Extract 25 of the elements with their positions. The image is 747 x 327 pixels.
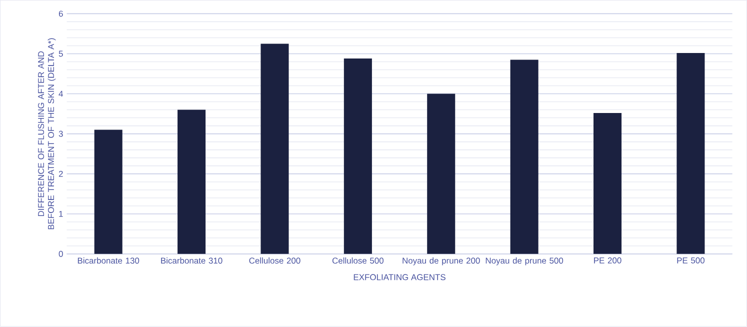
y-axis-title: DIFFERENCE OF FLUSHING AFTER AND BEFORE TREATMENT OF THE SKIN (DELTA A*) bbox=[38, 38, 56, 230]
y-tick-label: 3 bbox=[58, 130, 63, 137]
x-tick-label: Bicarbonate 310 bbox=[161, 258, 222, 264]
x-axis-title: EXFOLIATING AGENTS bbox=[354, 274, 446, 280]
bar bbox=[94, 130, 122, 254]
bar bbox=[260, 44, 289, 254]
x-tick-label: Noyau de prune 500 bbox=[486, 258, 564, 266]
x-tick-label: Noyau de prune 200 bbox=[402, 258, 480, 266]
x-tick-label: Bicarbonate 130 bbox=[78, 258, 140, 264]
x-tick-label: Cellulose 500 bbox=[332, 258, 384, 264]
bar bbox=[427, 94, 456, 254]
y-tick-label: 5 bbox=[58, 50, 63, 57]
y-tick-label: 1 bbox=[59, 211, 63, 217]
x-tick-label: Cellulose 200 bbox=[249, 258, 300, 264]
y-tick-label: 0 bbox=[58, 251, 63, 258]
bar bbox=[178, 110, 206, 254]
y-tick-label: 4 bbox=[58, 91, 63, 97]
x-tick-label: PE 500 bbox=[677, 258, 704, 264]
y-tick-label: 2 bbox=[58, 171, 63, 177]
x-tick-label: PE 200 bbox=[594, 258, 622, 264]
bar bbox=[344, 58, 372, 254]
bar bbox=[676, 53, 705, 254]
bar bbox=[510, 60, 538, 254]
y-tick-label: 6 bbox=[58, 10, 63, 17]
bar bbox=[594, 113, 622, 254]
